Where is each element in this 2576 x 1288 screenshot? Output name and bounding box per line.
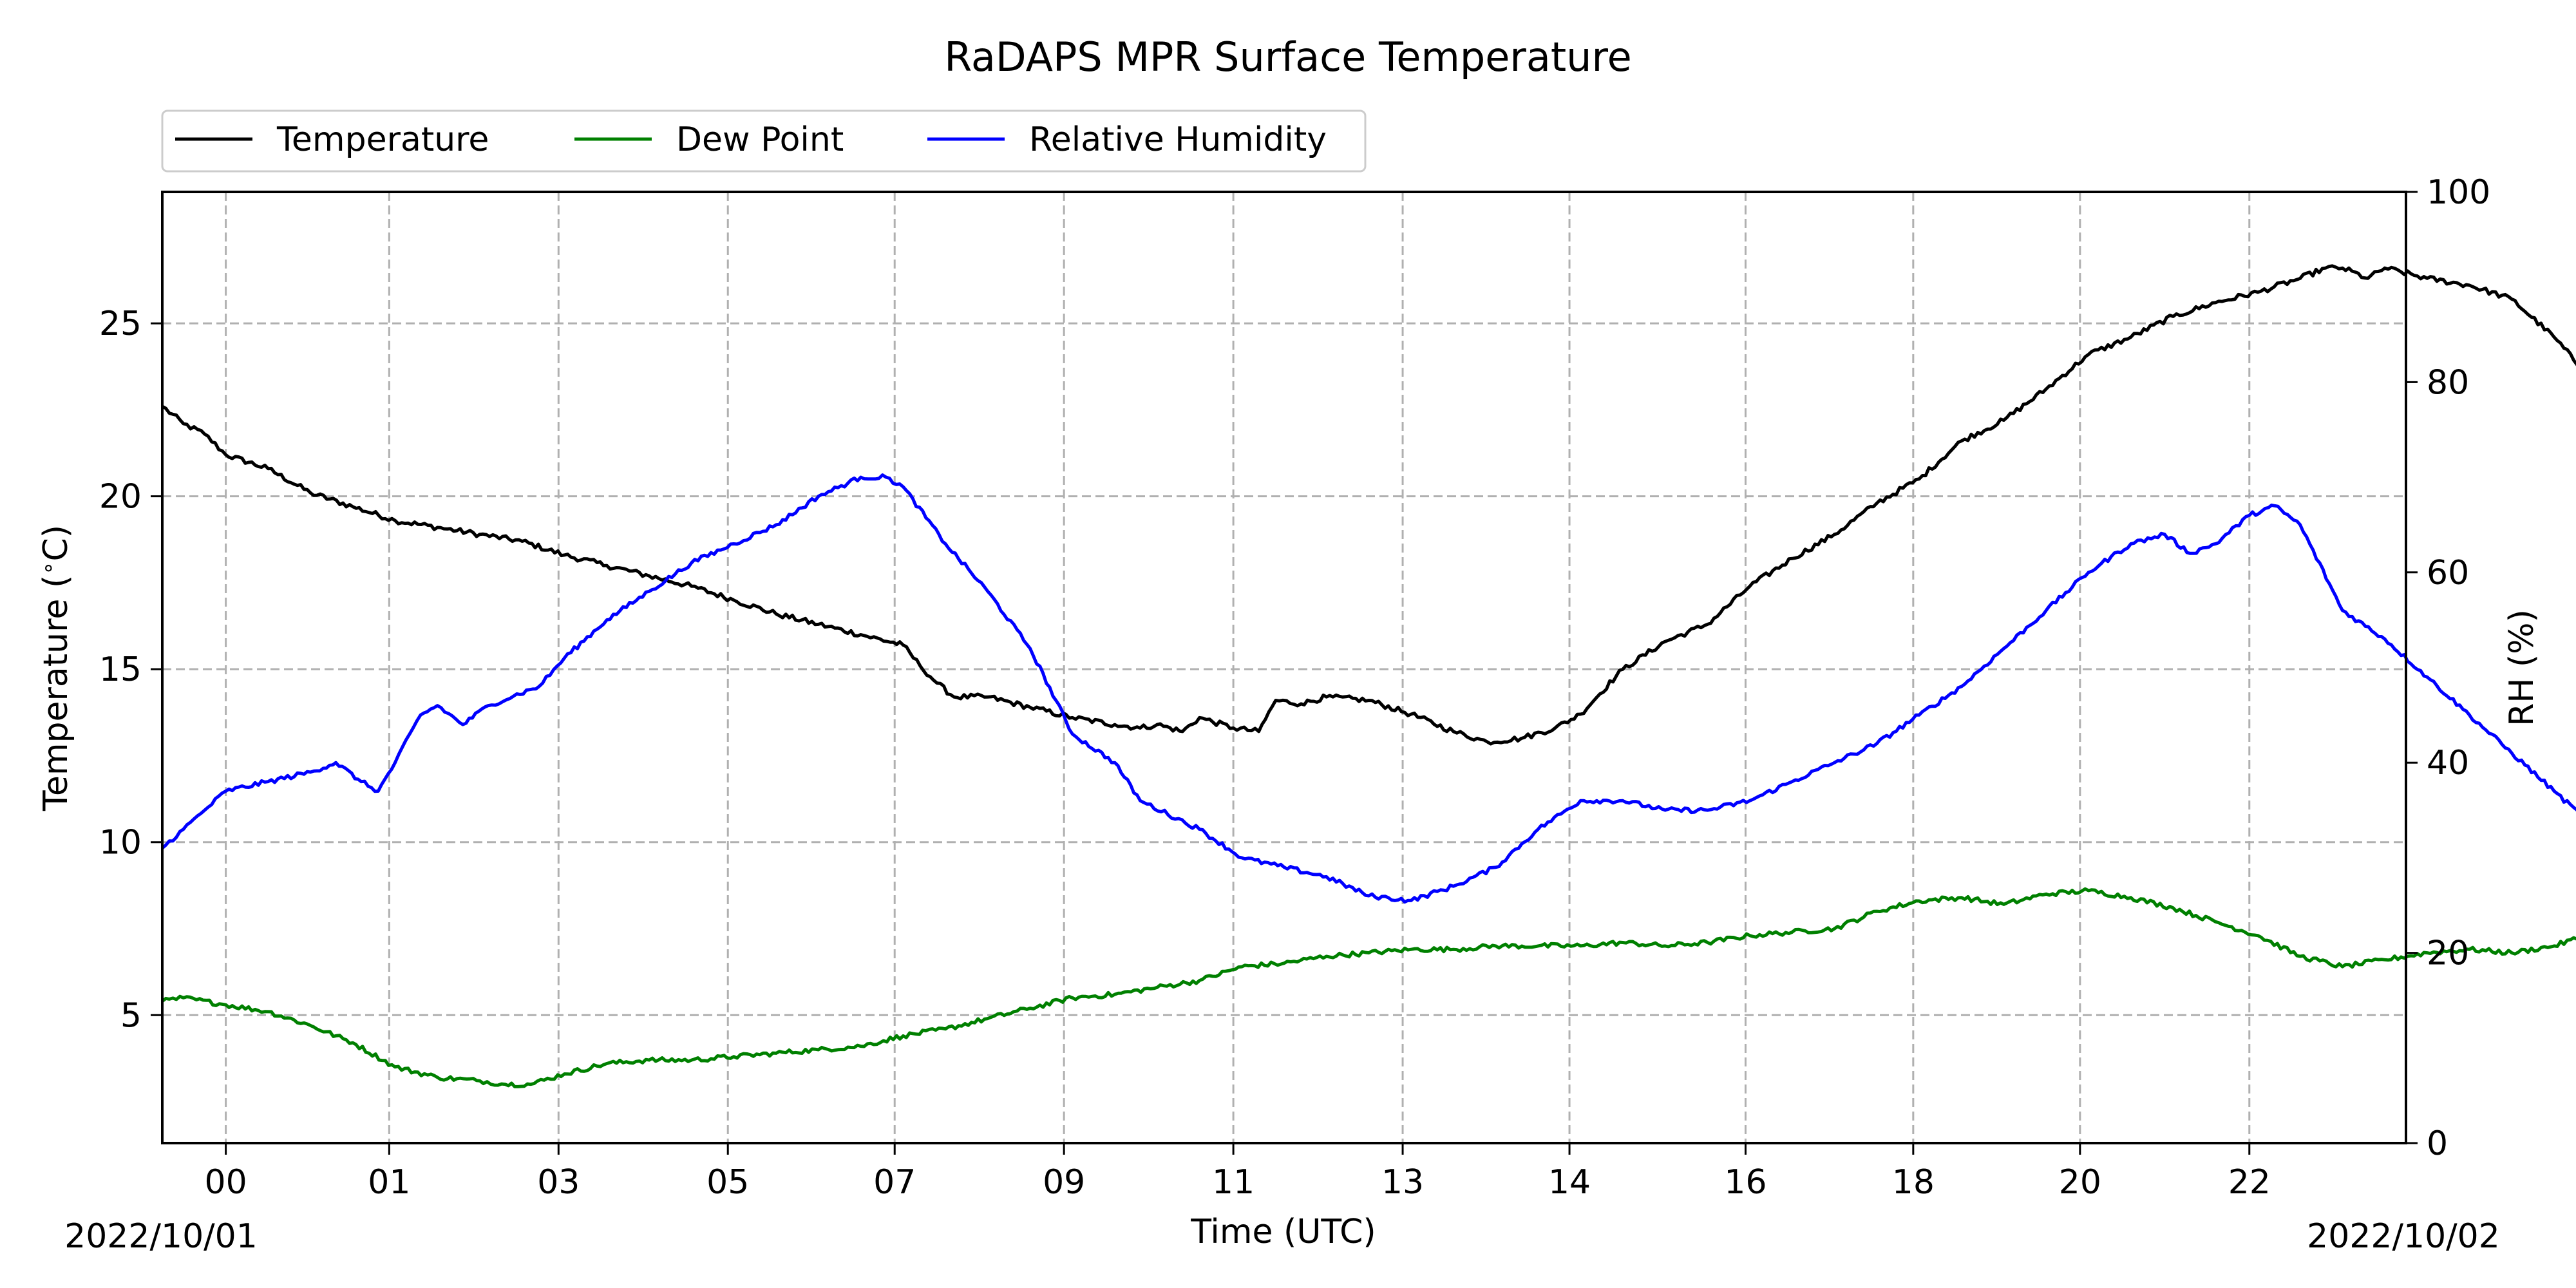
x-tick-label: 22 [2228,1163,2271,1202]
x-tick-label: 18 [1892,1163,1935,1202]
left-y-tick-label: 5 [120,996,142,1035]
x-tick-label: 05 [706,1163,749,1202]
x-tick-label: 11 [1212,1163,1255,1202]
left-y-tick-label: 15 [99,650,142,689]
left-y-tick-label: 10 [99,824,142,862]
x-tick-label: 07 [873,1163,916,1202]
x-tick-label: 14 [1548,1163,1591,1202]
right-y-tick-label: 60 [2427,554,2469,592]
legend-label-dew-point: Dew Point [676,120,844,159]
left-y-tick-label: 25 [99,305,142,343]
right-y-tick-label: 0 [2427,1124,2448,1163]
left-y-axis: 5 10 15 20 25 [99,305,162,1035]
x-tick-label: 13 [1381,1163,1424,1202]
grid [162,192,2406,1143]
series-line-dew-point [161,887,2576,1088]
x-tick-label: 09 [1043,1163,1085,1202]
legend-label-relative-humidity: Relative Humidity [1029,120,1327,159]
right-y-tick-label: 100 [2427,173,2490,212]
x-start-date-label: 2022/10/01 [64,1217,258,1256]
x-tick-label: 16 [1724,1163,1766,1202]
right-y-tick-label: 80 [2427,363,2469,402]
x-tick-label: 00 [205,1163,247,1202]
series-line-temperature [161,264,2576,746]
chart-title: RaDAPS MPR Surface Temperature [944,33,1632,80]
series-line-relative-humidity [161,473,2576,904]
x-tick-label: 03 [537,1163,580,1202]
right-y-axis-title: RH (%) [2503,609,2541,726]
right-y-tick-label: 20 [2427,934,2469,973]
x-axis: 00 01 03 05 07 09 11 13 14 16 18 20 22 [205,1143,2271,1202]
x-end-date-label: 2022/10/02 [2307,1217,2500,1256]
right-y-axis: 0 20 40 60 80 100 [2406,173,2490,1163]
series-layer [161,264,2576,1088]
plot-frame [161,191,2407,1144]
legend-frame [161,109,1367,173]
x-axis-label: Time (UTC) [1190,1213,1376,1251]
x-tick-label: 01 [368,1163,410,1202]
x-tick-label: 20 [2059,1163,2101,1202]
legend-label-temperature: Temperature [276,120,489,159]
right-y-tick-label: 40 [2427,744,2469,782]
left-y-tick-label: 20 [99,478,142,516]
legend: Temperature Dew Point Relative Humidity [161,109,1367,173]
